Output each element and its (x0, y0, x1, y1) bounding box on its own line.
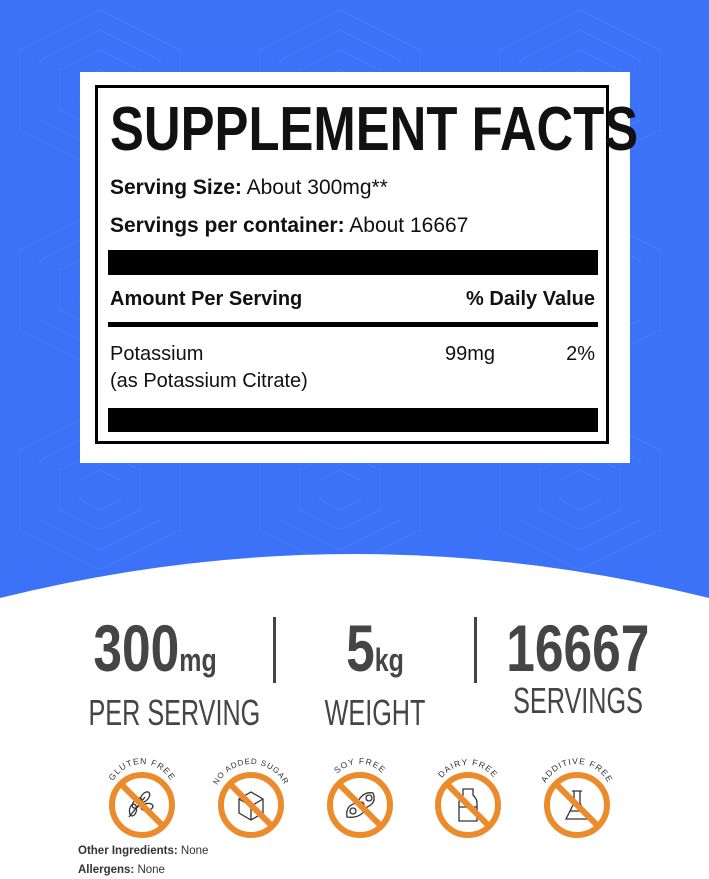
stat-weight: 5kg WEIGHT (324, 611, 426, 733)
supplement-facts-label: SUPPLEMENT FACTS Serving Size: About 300… (80, 72, 638, 463)
amount-per-serving-header: Amount Per Serving (110, 288, 303, 310)
thick-divider-bottom (108, 408, 598, 432)
allergens: Allergens: None (78, 864, 165, 876)
additive-free-badge: ADDITIVE FREE (539, 756, 615, 838)
other-ingredients: Other Ingredients: None (78, 845, 209, 857)
daily-value-header: % Daily Value (466, 288, 595, 310)
servings-per-container: Servings per container: About 16667 (110, 214, 469, 237)
serving-size: Serving Size: About 300mg** (110, 176, 388, 199)
nutrient-name: Potassium (110, 343, 204, 365)
thick-divider (108, 250, 598, 275)
gluten-free-badge: GLUTEN FREE (106, 756, 177, 838)
divider (108, 322, 598, 327)
svg-text:GLUTEN FREE: GLUTEN FREE (106, 756, 177, 782)
label-title: SUPPLEMENT FACTS (110, 95, 639, 164)
stat-divider (474, 617, 477, 683)
svg-text:ADDITIVE FREE: ADDITIVE FREE (539, 756, 615, 784)
no-added-sugar-badge: NO ADDED SUGAR (211, 757, 290, 838)
stat-divider (273, 617, 276, 683)
stat-servings: 16667 SERVINGS (506, 611, 650, 721)
nutrient-dv: 2% (566, 343, 595, 365)
nutrient-amount: 99mg (445, 343, 496, 365)
dairy-free-badge: DAIRY FREE (435, 757, 501, 838)
nutrient-detail: (as Potassium Citrate) (110, 370, 308, 392)
svg-text:NO ADDED SUGAR: NO ADDED SUGAR (211, 757, 290, 786)
soy-free-badge: SOY FREE (327, 756, 393, 838)
stat-per-serving: 300mg PER SERVING (88, 611, 261, 733)
